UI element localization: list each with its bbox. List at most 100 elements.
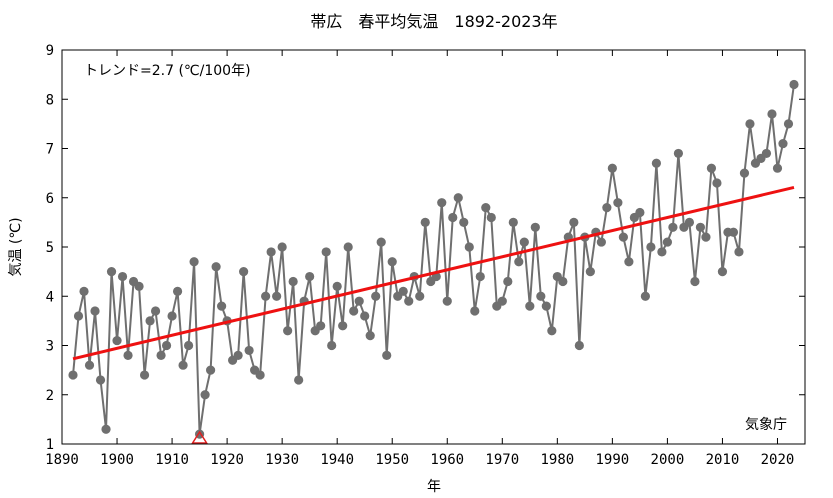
data-point [503, 276, 513, 287]
data-point [624, 257, 634, 267]
data-point [558, 276, 568, 287]
x-tick-label: 2020 [761, 452, 795, 468]
data-point [387, 257, 397, 267]
data-point [261, 291, 271, 301]
trend-label: トレンド=2.7 (℃/100年) [84, 63, 251, 79]
data-point [255, 370, 265, 380]
data-point [475, 271, 485, 282]
data-point [646, 242, 656, 252]
data-point [134, 281, 144, 291]
data-point [161, 340, 172, 351]
data-point [783, 119, 794, 129]
data-point [283, 326, 293, 336]
data-point [217, 301, 227, 311]
data-point [156, 350, 166, 360]
y-tick-label: 8 [46, 92, 54, 108]
data-point [734, 247, 744, 257]
data-point [172, 286, 183, 296]
data-point [167, 311, 177, 321]
data-point [200, 390, 210, 400]
data-point [338, 321, 348, 331]
data-point [145, 316, 155, 326]
data-point [690, 276, 700, 287]
data-point [90, 306, 100, 316]
data-point [327, 340, 337, 351]
data-point [613, 198, 623, 208]
data-point [547, 326, 557, 336]
data-point [84, 360, 95, 370]
data-point [376, 237, 386, 247]
data-point [695, 222, 706, 232]
data-point [415, 291, 425, 301]
data-point [497, 296, 507, 306]
y-tick-label: 6 [46, 191, 54, 207]
data-point [607, 163, 617, 173]
data-point [233, 350, 243, 360]
data-point [349, 306, 359, 316]
x-tick-label: 1980 [540, 452, 574, 468]
y-tick-label: 5 [46, 240, 54, 256]
data-point [640, 291, 650, 301]
data-point [272, 291, 282, 301]
x-tick-label: 1940 [320, 452, 354, 468]
trend-line [72, 185, 795, 361]
x-tick-label: 1900 [100, 452, 134, 468]
data-point [343, 242, 353, 252]
data-point [651, 158, 662, 168]
data-point [574, 340, 584, 351]
y-tick-label: 2 [46, 388, 54, 404]
data-point [95, 375, 106, 385]
data-point [662, 237, 673, 247]
y-tick-label: 1 [46, 437, 54, 453]
data-point [150, 306, 161, 316]
data-point [332, 281, 342, 291]
series-layer [68, 79, 799, 439]
x-tick-label: 2010 [706, 452, 740, 468]
data-point [139, 370, 150, 380]
marker-layer [191, 430, 208, 444]
data-point [673, 148, 684, 159]
data-point [453, 193, 463, 203]
data-point [288, 276, 298, 287]
data-point [382, 350, 392, 360]
x-axis-label: 年 [427, 479, 441, 495]
data-point [602, 203, 612, 213]
data-point [277, 242, 287, 252]
data-point [294, 375, 304, 385]
data-point [442, 296, 452, 306]
data-point [398, 286, 408, 296]
data-point [437, 198, 447, 208]
x-tick-label: 1990 [596, 452, 630, 468]
x-tick-label: 2000 [651, 452, 685, 468]
data-point [701, 232, 711, 242]
data-point [728, 227, 739, 237]
data-point [305, 271, 315, 282]
data-point [668, 222, 678, 232]
data-point [767, 109, 777, 119]
x-tick-label: 1890 [45, 452, 79, 468]
data-point [316, 321, 326, 331]
credit-label: 気象庁 [745, 417, 787, 433]
y-tick-label: 9 [46, 43, 54, 59]
data-point [519, 237, 529, 247]
data-point [712, 178, 722, 188]
data-point [684, 217, 695, 227]
data-point [321, 247, 331, 257]
y-axis: 1 2 3 4 5 6 7 8 9 [46, 43, 805, 453]
data-point [596, 237, 606, 247]
data-point [541, 301, 551, 311]
data-point [404, 296, 414, 306]
data-point [420, 217, 430, 227]
data-point [739, 168, 750, 178]
data-point [365, 331, 375, 341]
data-point [772, 163, 783, 173]
y-tick-label: 3 [46, 339, 54, 355]
min-marker-triangle [191, 430, 208, 444]
data-point [789, 79, 799, 90]
x-tick-label: 1960 [430, 452, 464, 468]
plot-frame [61, 49, 806, 445]
data-point [745, 119, 755, 129]
data-point [618, 232, 628, 242]
data-point [761, 148, 772, 159]
data-point [239, 267, 249, 277]
